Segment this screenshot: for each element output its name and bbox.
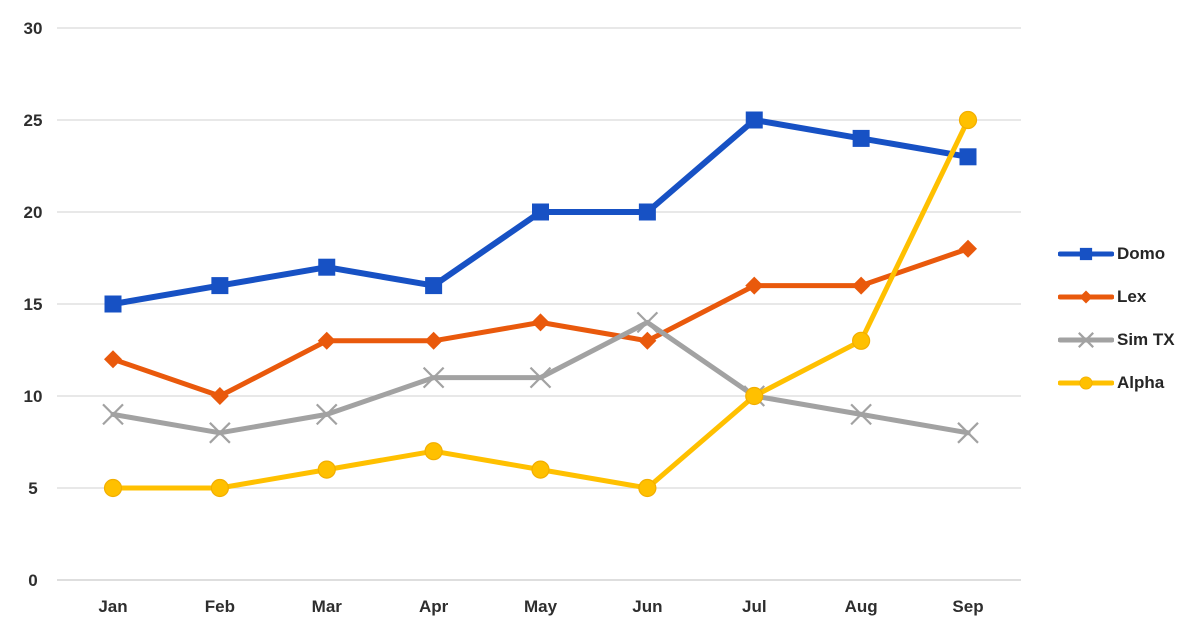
legend-item-lex: Lex xyxy=(1058,287,1175,307)
x-tick-label: Apr xyxy=(419,597,449,616)
x-tick-label: Feb xyxy=(205,597,235,616)
marker-lex-aug xyxy=(852,276,871,295)
y-tick-label: 30 xyxy=(24,19,43,38)
marker-domo-jul xyxy=(745,111,763,129)
marker-lex-jan xyxy=(104,350,122,369)
marker-lex-jul xyxy=(745,276,764,295)
y-tick-label: 15 xyxy=(24,295,43,314)
marker-sim-tx-may xyxy=(529,366,552,389)
y-tick-label: 5 xyxy=(28,479,37,498)
legend-marker-lex xyxy=(1079,290,1093,304)
x-tick-label: Jan xyxy=(98,597,127,616)
legend-label-lex: Lex xyxy=(1117,287,1147,306)
marker-sim-tx-feb xyxy=(209,422,231,444)
legend-item-alpha: Alpha xyxy=(1058,373,1175,393)
marker-lex-may xyxy=(531,313,550,332)
marker-sim-tx-jun xyxy=(636,311,659,334)
marker-alpha-mar xyxy=(317,460,336,479)
y-tick-label: 25 xyxy=(24,111,43,130)
marker-domo-aug xyxy=(852,129,870,147)
legend-square-icon xyxy=(1058,247,1114,261)
marker-domo-apr xyxy=(425,277,443,295)
legend-marker-domo xyxy=(1079,247,1093,261)
marker-lex-jun xyxy=(638,331,657,350)
marker-alpha-jun xyxy=(638,478,657,498)
y-tick-label: 20 xyxy=(24,203,43,222)
x-tick-label: May xyxy=(524,597,558,616)
marker-lex-feb xyxy=(210,387,229,405)
marker-sim-tx-sep xyxy=(957,422,979,444)
marker-alpha-aug xyxy=(852,331,871,350)
x-tick-label: Mar xyxy=(312,597,343,616)
marker-alpha-feb xyxy=(210,478,229,498)
marker-alpha-jul xyxy=(745,386,764,406)
marker-lex-mar xyxy=(317,331,336,350)
y-tick-label: 0 xyxy=(28,571,37,590)
legend-label-sim-tx: Sim TX xyxy=(1117,330,1175,349)
marker-sim-tx-mar xyxy=(315,403,338,426)
marker-domo-jan xyxy=(104,295,122,313)
marker-lex-apr xyxy=(424,331,443,350)
x-tick-label: Aug xyxy=(845,597,878,616)
marker-domo-feb xyxy=(211,277,229,295)
legend-marker-sim-tx xyxy=(1078,332,1094,348)
x-tick-label: Jun xyxy=(632,597,662,616)
marker-lex-sep xyxy=(959,239,977,258)
marker-domo-mar xyxy=(318,258,336,276)
legend-label-alpha: Alpha xyxy=(1117,373,1165,392)
legend-item-sim-tx: Sim TX xyxy=(1058,330,1175,350)
legend-x-icon xyxy=(1058,332,1114,348)
y-tick-label: 10 xyxy=(24,387,43,406)
legend-diamond-icon xyxy=(1058,290,1114,304)
marker-sim-tx-jan xyxy=(102,403,124,426)
legend-item-domo: Domo xyxy=(1058,244,1175,264)
marker-alpha-apr xyxy=(424,442,443,461)
marker-sim-tx-apr xyxy=(422,366,445,389)
legend-circle-icon xyxy=(1058,376,1114,390)
x-tick-label: Jul xyxy=(742,597,767,616)
marker-domo-may xyxy=(532,203,549,221)
legend-label-domo: Domo xyxy=(1117,244,1166,263)
marker-domo-jun xyxy=(638,203,656,221)
x-tick-label: Sep xyxy=(952,597,983,616)
marker-sim-tx-aug xyxy=(850,403,872,426)
marker-domo-sep xyxy=(959,148,977,166)
chart-legend: Domo Lex Sim TX Alpha xyxy=(1058,244,1175,393)
marker-alpha-may xyxy=(531,460,550,479)
marker-alpha-sep xyxy=(958,110,978,130)
marker-alpha-jan xyxy=(103,478,123,498)
legend-marker-alpha xyxy=(1079,376,1093,390)
